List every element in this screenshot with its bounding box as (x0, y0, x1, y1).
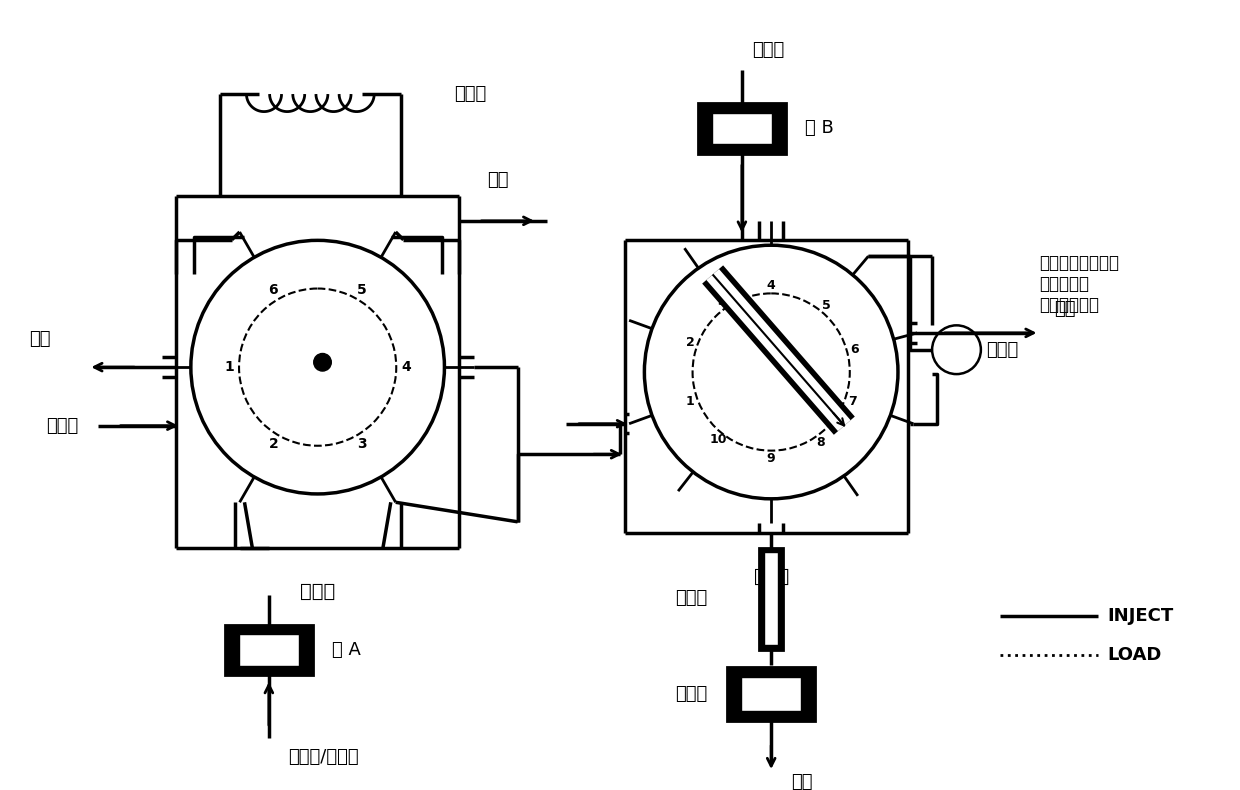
Text: 3: 3 (718, 295, 727, 308)
Text: 流动相: 流动相 (751, 41, 784, 59)
Bar (742, 677, 801, 711)
Text: 定量环: 定量环 (986, 340, 1018, 359)
Text: 1: 1 (686, 395, 694, 408)
Text: 4: 4 (766, 280, 775, 292)
Bar (728, 667, 815, 720)
Circle shape (314, 353, 331, 371)
Text: 6: 6 (268, 284, 278, 297)
Text: 分析柱: 分析柱 (676, 589, 708, 608)
Text: 7: 7 (848, 395, 857, 408)
Text: 废液: 废液 (1054, 300, 1075, 318)
Text: 装载液/洗脱液: 装载液/洗脱液 (289, 747, 360, 766)
Text: 进样针: 进样针 (46, 416, 78, 435)
Text: 2: 2 (686, 336, 694, 349)
Text: 2: 2 (268, 437, 278, 451)
Text: 原位矿化法制备的
羟基磷灰石
功能化整体柱: 原位矿化法制备的 羟基磷灰石 功能化整体柱 (1039, 254, 1120, 314)
Text: 9: 9 (766, 452, 775, 465)
Text: 8: 8 (816, 436, 825, 450)
Text: 检测器: 检测器 (676, 685, 708, 703)
Bar (712, 113, 773, 144)
Text: 定量环: 定量环 (454, 85, 486, 103)
Text: 泵 A: 泵 A (332, 641, 361, 659)
Text: LOAD: LOAD (1107, 646, 1162, 664)
Text: 六通阀: 六通阀 (300, 582, 335, 601)
Bar (698, 103, 786, 153)
Text: 泵 B: 泵 B (805, 119, 835, 137)
Text: 10: 10 (709, 434, 727, 446)
Text: 废液: 废液 (791, 773, 812, 790)
Text: 6: 6 (851, 343, 859, 356)
Text: 5: 5 (822, 299, 831, 313)
Text: 4: 4 (402, 360, 412, 374)
Text: 1: 1 (224, 360, 234, 374)
Text: 废液: 废液 (487, 171, 508, 189)
Text: 5: 5 (357, 284, 367, 297)
Bar (764, 552, 777, 645)
Text: 废液: 废液 (29, 329, 51, 348)
Text: 十通阀: 十通阀 (754, 567, 789, 586)
Text: INJECT: INJECT (1107, 607, 1174, 625)
Bar (759, 547, 782, 650)
Text: 3: 3 (357, 437, 367, 451)
Bar (224, 625, 312, 675)
Bar (238, 634, 299, 666)
